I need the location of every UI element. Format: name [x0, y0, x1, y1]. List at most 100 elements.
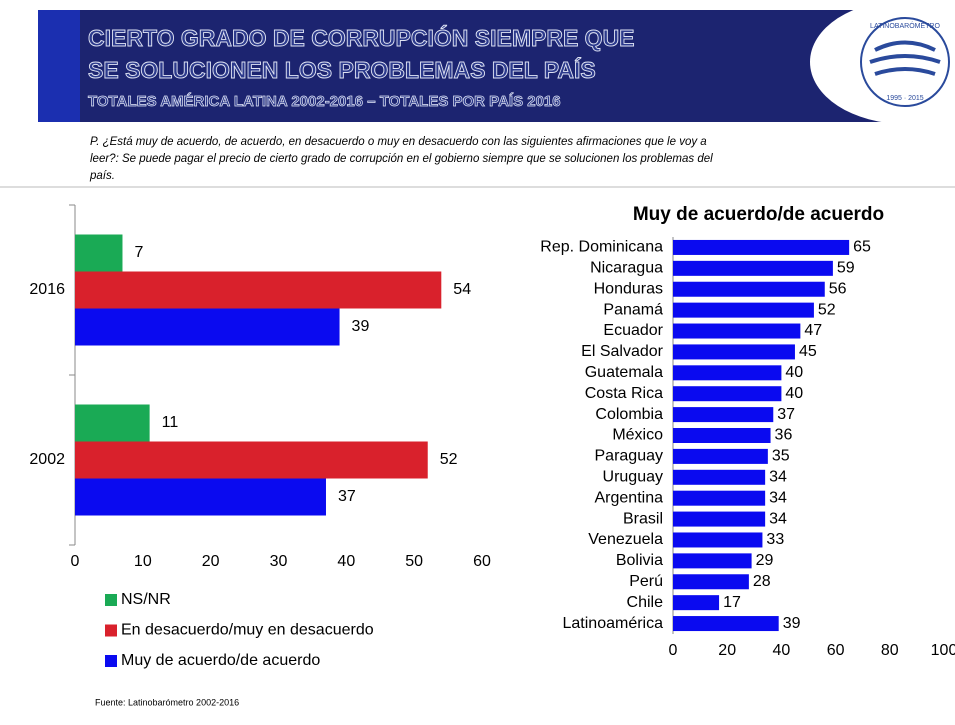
value-label: 37	[338, 488, 356, 505]
x-tick-label: 0	[669, 642, 678, 659]
legend-label: NS/NR	[121, 591, 171, 608]
question: P. ¿Está muy de acuerdo, de acuerdo, en …	[90, 136, 707, 148]
bar	[673, 407, 774, 423]
bar	[673, 344, 795, 360]
y-tick-label: 2016	[29, 281, 65, 298]
logo-mark	[869, 40, 941, 76]
x-tick-label: 80	[881, 642, 899, 659]
x-tick-label: 20	[718, 642, 736, 659]
header-accent	[38, 10, 80, 122]
bar	[673, 239, 850, 255]
bar	[75, 404, 150, 442]
source: Fuente: Latinobarómetro 2002-2016	[95, 697, 239, 707]
y-tick-label: Venezuela	[588, 531, 663, 548]
question: país.	[89, 170, 115, 182]
value-label: 52	[440, 451, 458, 468]
value-label: 34	[769, 489, 787, 506]
value-label: 40	[785, 385, 803, 402]
y-tick-label: Paraguay	[595, 448, 664, 465]
bar	[673, 281, 825, 297]
bar	[673, 386, 782, 402]
y-tick-label: Brasil	[623, 510, 663, 527]
bar	[673, 574, 749, 590]
y-tick-label: Ecuador	[603, 322, 663, 339]
bar	[673, 553, 752, 569]
x-tick-label: 40	[337, 553, 355, 570]
value-label: 39	[352, 318, 370, 335]
bar	[673, 532, 763, 548]
logo-text: LATINOBARÓMETRO	[870, 21, 940, 30]
bar	[673, 595, 720, 611]
value-label: 17	[723, 594, 741, 611]
value-label: 56	[829, 280, 847, 297]
bar	[673, 448, 768, 464]
x-tick-label: 0	[71, 553, 80, 570]
y-tick-label: Panamá	[603, 301, 663, 318]
y-tick-label: Chile	[627, 594, 664, 611]
legend-label: Muy de acuerdo/de acuerdo	[121, 652, 320, 669]
value-label: 34	[769, 469, 787, 486]
bar	[673, 490, 766, 506]
y-tick-label: México	[612, 427, 663, 444]
y-tick-label: Guatemala	[585, 364, 663, 381]
x-tick-label: 100	[931, 642, 955, 659]
value-label: 47	[804, 322, 822, 339]
title-line: CIERTO GRADO DE CORRUPCIÓN SIEMPRE QUE	[88, 24, 635, 51]
y-tick-label: Nicaragua	[590, 260, 663, 277]
value-label: 28	[753, 573, 771, 590]
header-band	[38, 10, 918, 122]
legend-swatch	[105, 594, 117, 606]
value-label: 29	[756, 552, 774, 569]
value-label: 33	[766, 531, 784, 548]
value-label: 7	[134, 244, 143, 261]
value-label: 59	[837, 260, 855, 277]
x-tick-label: 60	[473, 553, 491, 570]
y-tick-label: Colombia	[595, 406, 663, 423]
y-tick-label: El Salvador	[581, 343, 663, 360]
subtitle: TOTALES AMÉRICA LATINA 2002-2016 – TOTAL…	[88, 93, 561, 110]
bar	[673, 323, 801, 339]
logo	[860, 17, 950, 107]
bar	[673, 260, 833, 276]
bar	[75, 478, 326, 516]
bar	[673, 616, 779, 632]
y-tick-label: Rep. Dominicana	[540, 239, 663, 256]
x-tick-label: 60	[827, 642, 845, 659]
value-label: 45	[799, 343, 817, 360]
bar	[75, 441, 428, 479]
value-label: 37	[777, 406, 795, 423]
value-label: 39	[783, 615, 801, 632]
x-tick-label: 50	[405, 553, 423, 570]
legend-swatch	[105, 655, 117, 667]
bar	[75, 271, 442, 309]
value-label: 52	[818, 301, 836, 318]
x-tick-label: 40	[773, 642, 791, 659]
bar	[75, 234, 123, 272]
value-label: 54	[453, 281, 471, 298]
legend-swatch	[105, 624, 117, 637]
bar	[673, 428, 771, 443]
value-label: 65	[853, 239, 871, 256]
y-tick-label: Perú	[629, 573, 663, 590]
y-tick-label: Uruguay	[603, 469, 663, 486]
y-tick-label: Latinoamérica	[563, 615, 664, 632]
value-label: 34	[769, 510, 787, 527]
x-tick-label: 10	[134, 553, 152, 570]
x-tick-label: 20	[202, 553, 220, 570]
bar	[673, 365, 782, 381]
y-tick-label: Costa Rica	[585, 385, 663, 402]
title-line: SE SOLUCIONEN LOS PROBLEMAS DEL PAÍS	[88, 56, 596, 83]
value-label: 36	[775, 427, 793, 444]
y-tick-label: Bolivia	[616, 552, 663, 569]
bar	[673, 511, 766, 527]
legend-label: En desacuerdo/muy en desacuerdo	[121, 622, 374, 639]
value-label: 11	[162, 414, 179, 431]
y-tick-label: Honduras	[594, 280, 663, 297]
value-label: 40	[785, 364, 803, 381]
y-tick-label: Argentina	[595, 489, 664, 506]
bar	[75, 308, 340, 346]
chart-title: Muy de acuerdo/de acuerdo	[633, 204, 884, 225]
bar	[673, 469, 766, 485]
x-tick-label: 30	[270, 553, 288, 570]
